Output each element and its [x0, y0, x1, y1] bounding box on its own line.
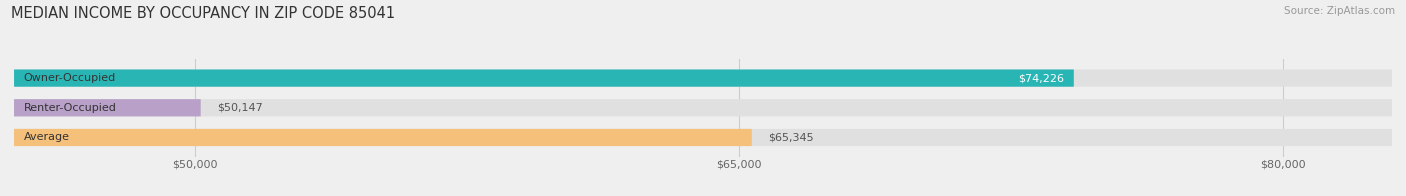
FancyBboxPatch shape	[14, 70, 1074, 87]
FancyBboxPatch shape	[14, 70, 1392, 87]
Text: Source: ZipAtlas.com: Source: ZipAtlas.com	[1284, 6, 1395, 16]
Text: Owner-Occupied: Owner-Occupied	[24, 73, 115, 83]
Text: $50,147: $50,147	[217, 103, 263, 113]
FancyBboxPatch shape	[14, 99, 1392, 116]
Text: Renter-Occupied: Renter-Occupied	[24, 103, 117, 113]
Text: $65,345: $65,345	[768, 132, 814, 142]
Text: MEDIAN INCOME BY OCCUPANCY IN ZIP CODE 85041: MEDIAN INCOME BY OCCUPANCY IN ZIP CODE 8…	[11, 6, 395, 21]
FancyBboxPatch shape	[14, 99, 201, 116]
Text: $74,226: $74,226	[1018, 73, 1064, 83]
FancyBboxPatch shape	[14, 129, 1392, 146]
FancyBboxPatch shape	[14, 129, 752, 146]
Text: Average: Average	[24, 132, 70, 142]
